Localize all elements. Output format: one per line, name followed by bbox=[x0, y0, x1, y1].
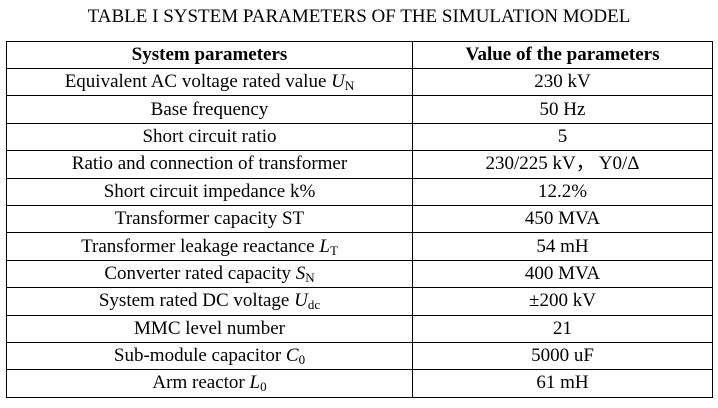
table-row: Short circuit impedance k% 12.2% bbox=[6, 177, 713, 206]
parameter-value-cell: 5 bbox=[412, 122, 713, 152]
parameter-symbol: L bbox=[249, 372, 261, 394]
parameter-label: Transformer capacity ST bbox=[114, 208, 305, 230]
parameter-value-cell: ±200 kV bbox=[412, 287, 713, 316]
parameter-value-cell: 50 Hz bbox=[412, 95, 713, 124]
parameter-name-cell: Short circuit impedance k% bbox=[6, 177, 413, 206]
parameter-name-cell: Transformer leakage reactance LT bbox=[6, 232, 413, 261]
header-system-parameters: System parameters bbox=[6, 41, 413, 69]
parameter-name-cell: Transformer capacity ST bbox=[6, 204, 413, 234]
parameter-value-cell: 21 bbox=[412, 314, 713, 343]
parameter-label: Equivalent AC voltage rated value bbox=[64, 71, 332, 93]
parameter-symbol: L bbox=[319, 235, 330, 257]
parameter-label: Sub-module capacitor bbox=[113, 345, 286, 367]
table-row: MMC level number 21 bbox=[6, 314, 713, 343]
table-row: System rated DC voltage Udc ±200 kV bbox=[6, 287, 713, 316]
parameter-name-cell: Sub-module capacitor C0 bbox=[6, 341, 413, 371]
parameter-label: Short circuit ratio bbox=[142, 125, 277, 147]
table-caption: TABLE I SYSTEM PARAMETERS OF THE SIMULAT… bbox=[87, 6, 631, 27]
parameter-symbol-subscript: 0 bbox=[260, 379, 267, 395]
system-parameters-table: System parameters Value of the parameter… bbox=[6, 41, 713, 398]
table-header-row: System parameters Value of the parameter… bbox=[6, 41, 713, 69]
parameter-symbol-subscript: N bbox=[344, 78, 355, 94]
parameter-label: Arm reactor bbox=[152, 372, 250, 394]
parameter-name-cell: Converter rated capacity SN bbox=[6, 259, 413, 289]
parameter-value-cell: 61 mH bbox=[412, 369, 713, 398]
parameter-value-cell: 12.2% bbox=[412, 177, 713, 206]
parameter-name-cell: Ratio and connection of transformer bbox=[6, 150, 413, 179]
parameter-label: Short circuit impedance k% bbox=[103, 180, 316, 202]
parameter-name-cell: Equivalent AC voltage rated value UN bbox=[6, 67, 413, 97]
parameter-symbol: U bbox=[331, 71, 345, 93]
parameter-value-cell: 230 kV bbox=[412, 67, 713, 97]
parameter-symbol-subscript: dc bbox=[307, 297, 321, 313]
parameter-symbol: U bbox=[294, 290, 308, 312]
table-row: Short circuit ratio 5 bbox=[6, 122, 713, 152]
table-row: Base frequency 50 Hz bbox=[6, 95, 713, 124]
parameter-name-cell: Short circuit ratio bbox=[6, 122, 413, 152]
parameter-symbol-subscript: N bbox=[305, 269, 315, 285]
table-row: Converter rated capacity SN 400 MVA bbox=[6, 259, 713, 289]
parameter-symbol: C bbox=[285, 345, 299, 367]
parameter-label: Converter rated capacity bbox=[104, 262, 296, 284]
table-row: Transformer capacity ST 450 MVA bbox=[6, 204, 713, 234]
parameter-value-cell: 54 mH bbox=[412, 232, 713, 261]
parameter-value-cell: 230/225 kV， Y0/Δ bbox=[412, 150, 713, 179]
table-row: Equivalent AC voltage rated value UN 230 … bbox=[6, 67, 713, 97]
parameter-symbol-subscript: T bbox=[329, 242, 338, 258]
parameter-symbol: S bbox=[295, 262, 306, 284]
parameter-symbol-subscript: 0 bbox=[298, 352, 306, 368]
parameter-value-cell: 450 MVA bbox=[412, 204, 713, 234]
parameter-label: MMC level number bbox=[134, 317, 285, 339]
table-row: Arm reactor L0 61 mH bbox=[6, 369, 713, 398]
header-value-of-parameters: Value of the parameters bbox=[412, 41, 713, 69]
parameter-value-cell: 400 MVA bbox=[412, 259, 713, 289]
parameter-label: Base frequency bbox=[150, 98, 269, 120]
parameter-value-cell: 5000 uF bbox=[412, 341, 713, 371]
parameter-label: Transformer leakage reactance bbox=[81, 235, 320, 257]
table-row: Sub-module capacitor C0 5000 uF bbox=[6, 341, 713, 371]
parameter-name-cell: Base frequency bbox=[6, 95, 413, 124]
parameter-name-cell: MMC level number bbox=[6, 314, 413, 343]
parameter-label: Ratio and connection of transformer bbox=[71, 153, 348, 175]
parameter-name-cell: Arm reactor L0 bbox=[6, 369, 413, 398]
parameter-name-cell: System rated DC voltage Udc bbox=[6, 287, 413, 316]
table-row: Transformer leakage reactance LT 54 mH bbox=[6, 232, 713, 261]
table-row: Ratio and connection of transformer 230/2… bbox=[6, 150, 713, 179]
parameter-label: System rated DC voltage bbox=[98, 290, 295, 312]
